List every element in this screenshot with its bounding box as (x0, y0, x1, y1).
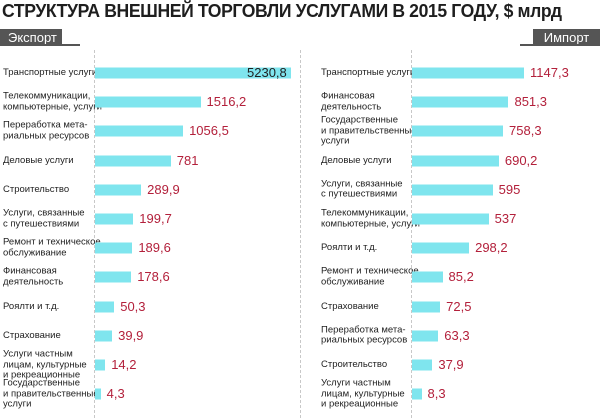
value-label: 8,3 (427, 386, 446, 402)
bar (95, 184, 142, 196)
category-label: Государственные и правительственные услуги (3, 377, 99, 410)
bar (412, 330, 439, 342)
value-label: 39,9 (118, 327, 144, 343)
category-label: Деловые услуги (321, 154, 392, 166)
bar (95, 242, 133, 254)
bar (95, 330, 113, 342)
bar (95, 301, 115, 313)
value-label: 5230,8 (247, 65, 287, 80)
value-label: 595 (498, 181, 521, 197)
import-tab: Импорт (533, 29, 600, 46)
bar (95, 96, 201, 108)
value-label: 1147,3 (530, 65, 569, 80)
category-label: Переработка мета-риальных ресурсов (3, 119, 90, 142)
value-label: 199,7 (139, 211, 172, 226)
bar (412, 301, 441, 313)
category-label: Переработка мета-риальных ресурсов (321, 324, 408, 346)
bar (412, 242, 470, 254)
value-label: 189,6 (138, 240, 171, 256)
bar (412, 125, 504, 137)
category-label: Услуги, связанные с путешествиями (3, 207, 85, 229)
category-label: Ремонт и техническое обслуживание (3, 236, 101, 259)
bar (412, 96, 509, 108)
export-axis-line (94, 50, 95, 418)
value-label: 37,9 (438, 357, 464, 372)
bar (95, 213, 134, 225)
value-label: 4,3 (106, 386, 125, 402)
category-label: Строительство (321, 358, 388, 370)
value-label: 85,2 (448, 269, 474, 285)
category-label: Транспортные услуги (3, 66, 98, 78)
value-label: 781 (176, 152, 199, 168)
category-label: Ремонт и техническое обслуживание (321, 265, 419, 288)
value-label: 298,2 (475, 240, 508, 256)
bar (95, 155, 171, 167)
bar (95, 388, 101, 400)
category-label: Деловые услуги (3, 154, 74, 166)
bar (412, 359, 433, 371)
export-tab: Экспорт (0, 29, 62, 46)
bar (95, 359, 106, 371)
category-label: Строительство (3, 183, 70, 195)
bar (412, 271, 443, 283)
bar (95, 271, 132, 283)
bar (95, 67, 291, 79)
category-label: Роялти и т.д. (321, 241, 378, 253)
category-label: Услуги частным лицам, культурные и рекреац… (3, 348, 87, 381)
category-label: Страхование (321, 300, 379, 312)
import-panel: Импорт Транспортные услуги 1147,3 Финансов… (305, 0, 600, 418)
value-label: 14,2 (111, 357, 137, 372)
category-label: Финансовая деятельность (321, 90, 382, 113)
bar (412, 184, 493, 196)
bar (412, 155, 499, 167)
category-label: Услуги частным лицам, культурные и рекреац… (321, 377, 405, 410)
value-label: 851,3 (514, 94, 548, 110)
import-tab-underline (520, 44, 600, 46)
export-tab-underline (0, 44, 80, 46)
category-label: Телекоммуникации, компьютерные, услуги (3, 90, 102, 113)
value-label: 72,5 (446, 298, 472, 314)
category-label: Услуги, связанные с путешествиями (321, 178, 403, 200)
category-label: Страхование (3, 329, 61, 341)
bar (412, 67, 524, 79)
chart-title: СТРУКТУРА ВНЕШНЕЙ ТОРГОВЛИ УСЛУГАМИ В 20… (2, 0, 562, 21)
value-label: 289,9 (147, 181, 180, 197)
category-label: Роялти и т.д. (3, 300, 60, 312)
value-label: 1516,2 (206, 94, 247, 110)
category-label: Телекоммуникации, компьютерные, услуги (321, 207, 420, 229)
value-label: 690,2 (504, 152, 538, 168)
category-label: Финансовая деятельность (3, 265, 64, 288)
value-label: 63,3 (444, 327, 470, 343)
value-label: 537 (494, 211, 517, 226)
value-label: 50,3 (120, 298, 146, 314)
panel-separator (300, 50, 301, 418)
value-label: 178,6 (137, 269, 170, 285)
value-label: 1056,5 (189, 123, 229, 139)
import-axis-line (411, 50, 412, 418)
category-label: Транспортные услуги (321, 66, 416, 78)
category-label: Государственные и правительственные услуги (321, 114, 417, 147)
bar (412, 388, 422, 400)
export-panel: Экспорт Транспортные услуги 5230,8 Телеком… (0, 29, 291, 418)
value-label: 758,3 (509, 123, 542, 139)
bar (95, 125, 184, 137)
bar (412, 213, 489, 225)
